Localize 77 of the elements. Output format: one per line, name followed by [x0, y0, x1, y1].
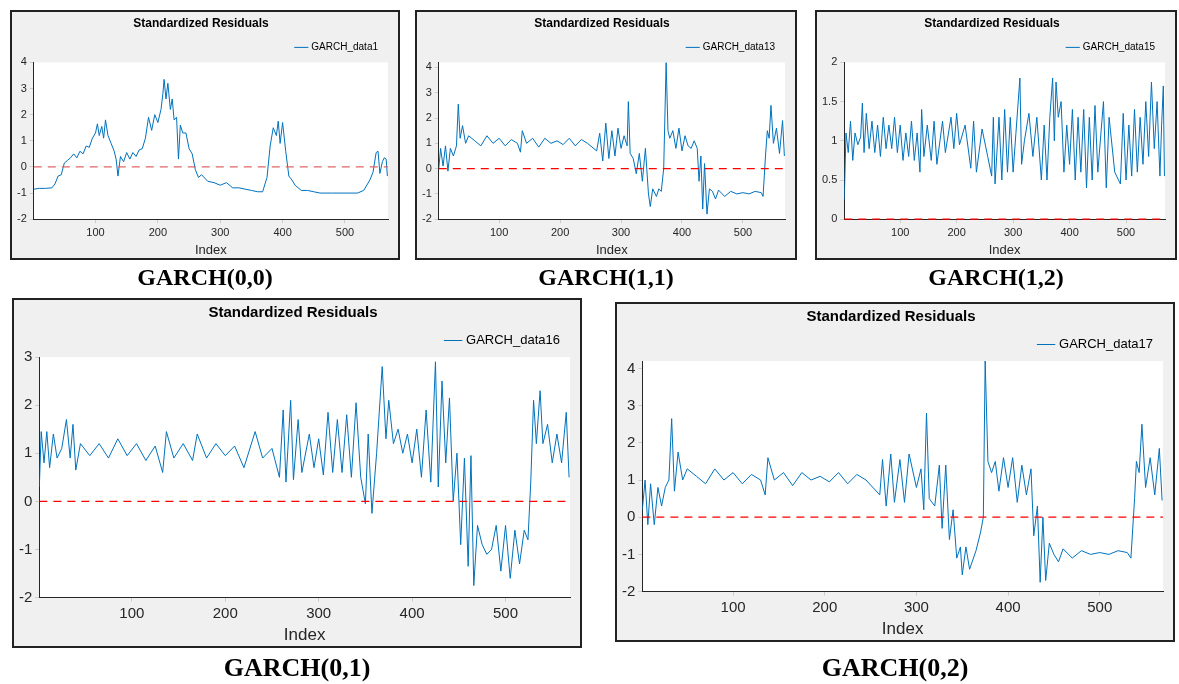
y-tick-label: 0.5 [821, 173, 838, 186]
x-axis-title: Index [988, 241, 1022, 257]
x-tick-label: 100 [119, 603, 145, 621]
chart-title: Standardized Residuals [806, 307, 976, 325]
x-axis-title: Index [595, 241, 629, 257]
x-axis-title: Index [194, 241, 228, 257]
y-tick-label: 1 [20, 133, 27, 146]
x-tick-label: 500 [1087, 597, 1113, 615]
y-tick-label: 0 [23, 491, 33, 509]
x-tick-label: 100 [489, 225, 509, 238]
x-tick-label: 300 [211, 225, 230, 238]
x-tick-label: 300 [611, 225, 631, 238]
legend-label: GARCH_data1 [311, 41, 379, 53]
x-tick-label: 500 [733, 225, 753, 238]
y-tick-label: 4 [425, 60, 432, 73]
x-tick-label: 200 [812, 597, 838, 615]
text: GARCH(0,0) [136, 264, 274, 291]
x-tick-label: 400 [273, 225, 292, 238]
y-tick-label: 2 [626, 432, 636, 450]
legend-label: GARCH_data17 [1059, 336, 1154, 352]
legend-label: GARCH_data15 [1082, 41, 1156, 53]
y-tick-label: 1 [23, 443, 33, 461]
text: GARCH(1,2) [927, 264, 1065, 291]
y-tick-label: 1 [626, 470, 636, 488]
y-tick-label: 2 [20, 107, 27, 120]
y-tick-label: 3 [23, 347, 33, 365]
chart-title: Standardized Residuals [133, 15, 270, 30]
chart-title: Standardized Residuals [208, 303, 378, 321]
y-tick-label: -2 [422, 212, 432, 225]
legend-label: GARCH_data13 [702, 41, 776, 53]
x-tick-label: 200 [947, 225, 966, 238]
x-tick-label: 400 [672, 225, 692, 238]
y-tick-label: -1 [621, 544, 636, 562]
y-tick-label: 3 [626, 395, 636, 413]
y-tick-label: 1 [831, 133, 838, 146]
x-tick-label: 100 [86, 225, 105, 238]
y-tick-label: 1.5 [821, 94, 838, 107]
x-tick-label: 400 [1060, 225, 1079, 238]
x-tick-label: 100 [720, 597, 746, 615]
text: GARCH(0,2) [820, 653, 970, 683]
x-tick-label: 200 [212, 603, 238, 621]
x-tick-label: 300 [306, 603, 332, 621]
y-tick-label: 1 [425, 136, 432, 149]
chart-title: Standardized Residuals [534, 15, 671, 30]
x-tick-label: 300 [1003, 225, 1023, 238]
y-tick-label: -1 [18, 539, 33, 557]
y-tick-label: 4 [626, 358, 636, 376]
x-tick-label: 300 [903, 597, 929, 615]
text: GARCH(0,1) [222, 653, 372, 683]
y-tick-label: 2 [23, 395, 33, 413]
y-tick-label: 4 [20, 55, 27, 68]
x-tick-label: 200 [550, 225, 570, 238]
x-tick-label: 500 [1116, 225, 1136, 238]
y-tick-label: 2 [831, 55, 838, 68]
y-tick-label: 0 [425, 161, 432, 174]
legend-label: GARCH_data16 [466, 332, 561, 348]
x-tick-label: 200 [148, 225, 168, 238]
y-tick-label: -1 [17, 186, 27, 199]
y-tick-label: 0 [626, 507, 636, 525]
x-tick-label: 100 [891, 225, 910, 238]
x-tick-label: 500 [493, 603, 519, 621]
x-tick-label: 400 [399, 603, 425, 621]
y-tick-label: 0 [831, 212, 838, 225]
x-axis-title: Index [283, 625, 326, 645]
y-tick-label: 3 [425, 85, 432, 98]
y-tick-label: -2 [17, 212, 27, 225]
chart-title: Standardized Residuals [924, 15, 1061, 30]
y-tick-label: -2 [18, 587, 33, 605]
x-tick-label: 400 [995, 597, 1021, 615]
x-tick-label: 500 [335, 225, 355, 238]
y-tick-label: 0 [20, 159, 27, 172]
y-tick-label: -2 [621, 581, 636, 599]
y-tick-label: 2 [425, 111, 432, 124]
text: GARCH(1,1) [537, 264, 675, 291]
y-tick-label: -1 [422, 186, 432, 199]
x-axis-title: Index [881, 619, 924, 639]
y-tick-label: 3 [20, 81, 27, 94]
